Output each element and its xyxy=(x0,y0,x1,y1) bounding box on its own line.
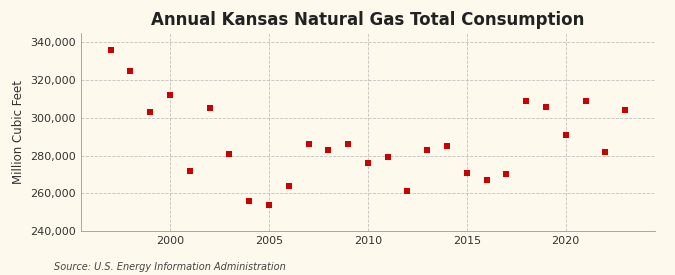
Point xyxy=(224,152,235,156)
Point xyxy=(481,178,492,182)
Point xyxy=(382,155,393,160)
Point xyxy=(362,161,373,165)
Point xyxy=(303,142,314,147)
Point xyxy=(184,169,195,173)
Point xyxy=(125,68,136,73)
Point xyxy=(343,142,354,147)
Title: Annual Kansas Natural Gas Total Consumption: Annual Kansas Natural Gas Total Consumpt… xyxy=(151,11,585,29)
Point xyxy=(520,99,531,103)
Point xyxy=(422,148,433,152)
Point xyxy=(501,172,512,177)
Point xyxy=(600,150,611,154)
Text: Source: U.S. Energy Information Administration: Source: U.S. Energy Information Administ… xyxy=(54,262,286,272)
Y-axis label: Million Cubic Feet: Million Cubic Feet xyxy=(12,80,25,184)
Point xyxy=(441,144,452,148)
Point xyxy=(580,99,591,103)
Point xyxy=(205,106,215,111)
Point xyxy=(620,108,630,112)
Point xyxy=(263,202,274,207)
Point xyxy=(402,189,413,194)
Point xyxy=(165,93,176,97)
Point xyxy=(323,148,333,152)
Point xyxy=(145,110,156,114)
Point xyxy=(560,133,571,137)
Point xyxy=(105,48,116,52)
Point xyxy=(244,199,254,203)
Point xyxy=(541,104,551,109)
Point xyxy=(284,183,294,188)
Point xyxy=(462,170,472,175)
